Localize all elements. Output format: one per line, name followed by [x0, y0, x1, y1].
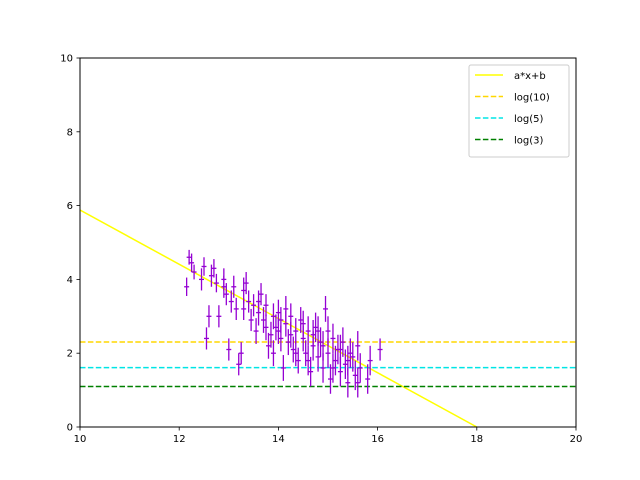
y-tick-label: 2: [67, 349, 73, 360]
data-point: [323, 296, 328, 322]
legend-box: [468, 64, 570, 158]
data-point: [305, 316, 311, 346]
data-point: [310, 319, 316, 350]
data-point: [270, 340, 276, 367]
data-point: [204, 327, 209, 350]
data-point: [243, 272, 249, 295]
data-point: [305, 345, 311, 376]
y-tick-label: 6: [67, 201, 73, 212]
x-tick-label: 14: [272, 434, 285, 445]
data-point: [288, 321, 294, 348]
data-point: [261, 307, 266, 333]
data-point: [213, 273, 219, 293]
x-axis: 10 12 14 16 18 20: [74, 427, 583, 445]
data-point: [270, 303, 276, 330]
data-point: [226, 338, 232, 361]
data-point: [345, 345, 351, 376]
data-point: [315, 316, 321, 346]
data-point: [293, 318, 299, 344]
data-point: [273, 314, 279, 341]
data-point: [189, 253, 195, 273]
data-point: [295, 347, 301, 374]
data-point: [268, 321, 274, 348]
data-point: [350, 342, 356, 372]
x-tick-label: 18: [470, 434, 483, 445]
data-point: [278, 307, 284, 333]
data-point: [201, 257, 207, 276]
data-point: [365, 364, 371, 394]
data-point: [206, 305, 212, 328]
data-point: [315, 342, 321, 372]
y-tick-label: 0: [67, 423, 73, 434]
legend-label: log(10): [514, 93, 550, 104]
data-point: [228, 290, 234, 313]
legend-label: log(3): [514, 136, 544, 147]
data-point: [298, 307, 304, 333]
data-point: [263, 314, 269, 341]
data-point: [320, 331, 326, 361]
data-point: [328, 364, 333, 394]
y-axis: 0 2 4 6 8 10: [60, 54, 80, 434]
data-point: [342, 349, 348, 380]
y-tick-label: 10: [60, 54, 73, 65]
data-point: [330, 353, 336, 383]
data-point: [275, 318, 281, 344]
data-point: [352, 360, 358, 391]
plot-content: [80, 209, 576, 427]
legend-label: log(5): [514, 114, 544, 125]
legend-label: a*x+b: [514, 71, 546, 82]
data-point: [318, 327, 324, 357]
y-tick-label: 4: [67, 275, 73, 286]
data-point: [290, 336, 296, 363]
data-point: [221, 275, 227, 298]
data-point: [293, 340, 299, 367]
data-point: [251, 294, 257, 317]
data-point: [238, 342, 244, 365]
data-point: [256, 290, 262, 313]
data-point: [367, 345, 373, 376]
y-tick-label: 8: [67, 127, 73, 138]
data-point: [246, 290, 252, 313]
data-point: [340, 327, 346, 357]
data-point: [285, 329, 291, 356]
data-point: [280, 355, 286, 381]
data-point: [283, 296, 289, 322]
data-point: [199, 268, 204, 291]
data-point: [231, 275, 237, 298]
data-point: [325, 316, 331, 346]
data-point: [263, 294, 269, 317]
data-point: [300, 310, 306, 337]
axes-frame: [79, 57, 577, 428]
x-tick-label: 10: [74, 434, 87, 445]
x-tick-label: 16: [371, 434, 384, 445]
data-point: [330, 323, 336, 354]
data-point: [355, 367, 361, 398]
data-point: [313, 312, 319, 343]
x-tick-label: 12: [173, 434, 186, 445]
legend: a*x+b log(10) log(5) log(3): [468, 64, 570, 158]
data-point: [241, 297, 247, 320]
data-point: [266, 332, 271, 359]
data-point: [332, 345, 338, 376]
data-point: [303, 340, 309, 367]
data-point: [248, 308, 254, 332]
x-tick-label: 20: [570, 434, 583, 445]
data-point: [377, 338, 383, 361]
data-point: [357, 353, 363, 383]
data-point: [337, 334, 343, 365]
data-point: [216, 305, 222, 328]
data-point: [253, 318, 259, 344]
data-point: [308, 356, 314, 387]
data-point: [191, 264, 197, 280]
data-point: [184, 277, 190, 297]
data-point: [236, 353, 242, 376]
data-point: [233, 297, 239, 320]
data-point: [347, 338, 353, 368]
data-point: [355, 331, 361, 361]
data-point: [211, 259, 217, 278]
